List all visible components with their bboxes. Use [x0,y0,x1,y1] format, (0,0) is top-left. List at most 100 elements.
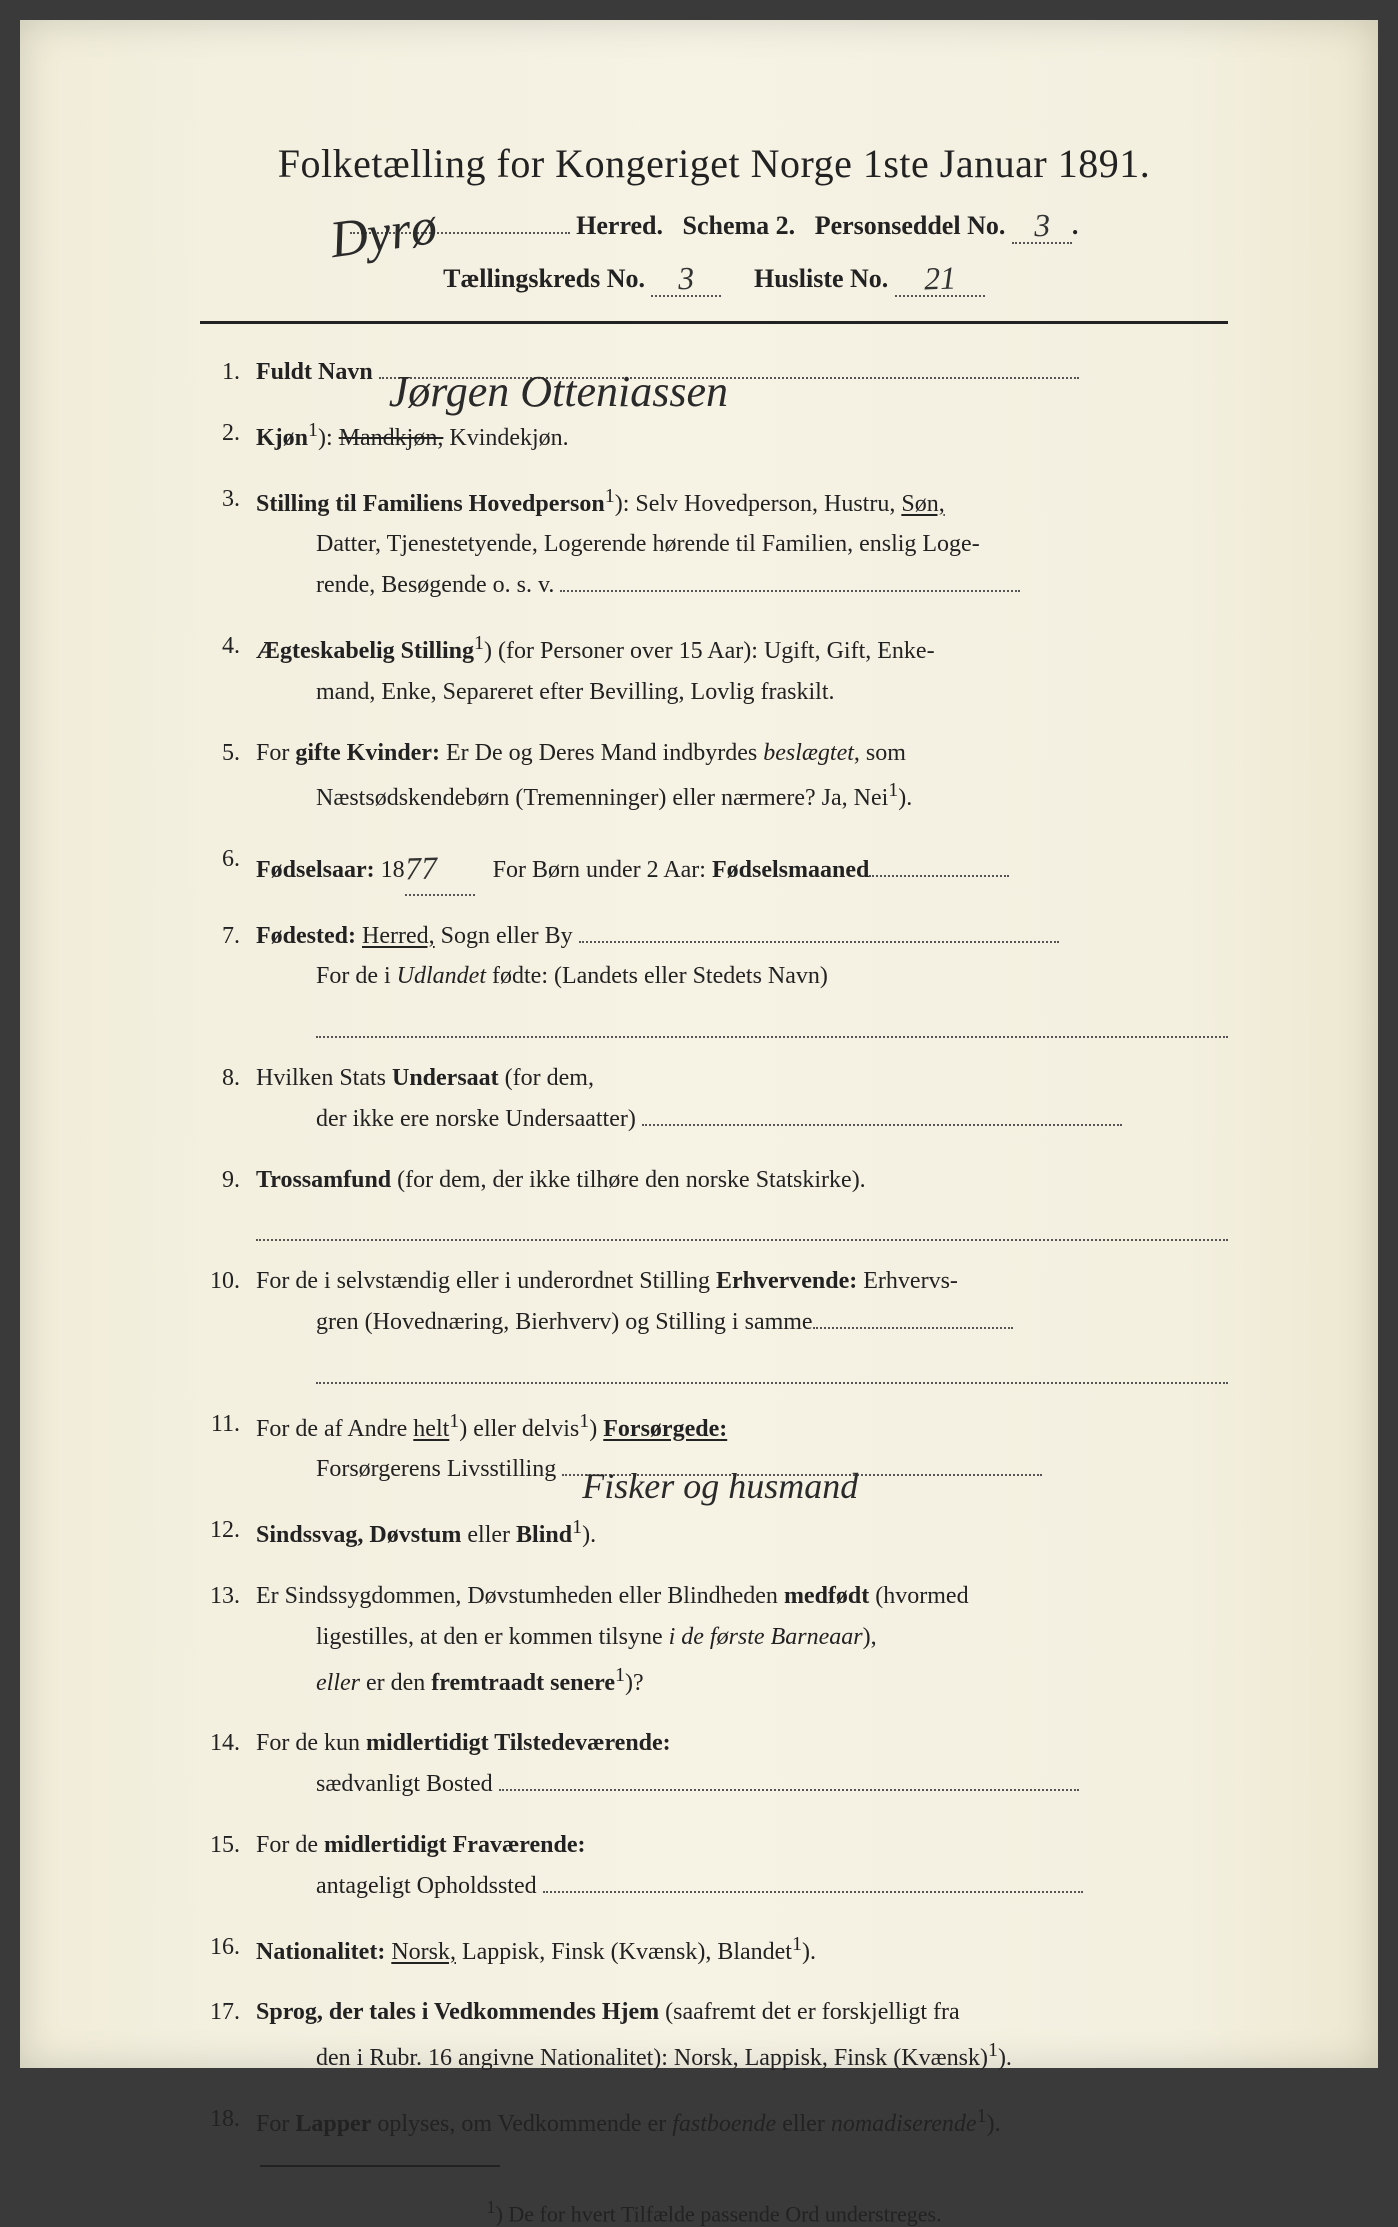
husliste-label: Husliste No. [754,264,888,293]
item4-line1: (for Personer over 15 Aar): Ugift, Gift,… [498,638,935,664]
label-stilling: Stilling til Familiens Hovedperson [256,491,605,517]
item-1: 1. Fuldt Navn Jørgen Otteniassen [200,352,1228,393]
item18-em2: nomadiserende [831,2111,977,2137]
item-6: 6. Fødselsaar: 1877 For Børn under 2 Aar… [200,839,1228,895]
item-num: 4. [200,626,256,713]
label-medfodt: medfødt [784,1583,869,1609]
item18-line1c: eller [776,2111,831,2137]
personseddel-label: Personseddel No. [815,211,1006,240]
item-num: 10. [200,1261,256,1383]
label-sindssvag: Sindssvag, Døvstum [256,1522,461,1548]
item-num: 3. [200,479,256,606]
item-8: 8. Hvilken Stats Undersaat (for dem, der… [200,1058,1228,1140]
item13-line3b: er den [360,1670,431,1696]
item-num: 14. [200,1723,256,1805]
item14-line1: For de kun [256,1730,366,1756]
item7-em: Udlandet [397,963,486,989]
item14-line2: sædvanligt Bosted [316,1771,493,1797]
item5-prefix: For [256,740,295,766]
item13-line2a: ligestilles, at den er kommen tilsyne [316,1624,669,1650]
label-forsorgede: Forsørgede: [603,1416,727,1442]
item-3: 3. Stilling til Familiens Hovedperson1):… [200,479,1228,606]
item11-line1a: For de af Andre [256,1416,413,1442]
item8-line2: der ikke ere norske Undersaatter) [316,1106,636,1132]
item3-line3: rende, Besøgende o. s. v. [316,572,554,598]
label-fodselsaar: Fødselsaar: [256,857,375,883]
item-11: 11. For de af Andre helt1) eller delvis1… [200,1404,1228,1491]
footnote-sup: 1 [486,2197,495,2217]
item18-line1a: For [256,2111,295,2137]
item-num: 16. [200,1927,256,1973]
label-fuldt-navn: Fuldt Navn [256,359,373,385]
item-num: 11. [200,1404,256,1491]
helt-underlined: helt [413,1416,449,1442]
label-trossamfund: Trossamfund [256,1167,391,1193]
census-form-page: Folketælling for Kongeriget Norge 1ste J… [20,20,1378,2068]
year-prefix: 18 [381,857,405,883]
item5-em1: beslægtet [763,740,854,766]
item-4: 4. Ægteskabelig Stilling1) (for Personer… [200,626,1228,713]
year-hw: 77 [404,841,438,896]
item13-line1b: (hvormed [869,1583,968,1609]
item18-em1: fastboende [672,2111,776,2137]
livsstilling-hw: Fisker og husmand [582,1456,858,1517]
herred-label: Herred. [576,211,663,240]
label-fremtraadt: fremtraadt senere [431,1670,615,1696]
item7-line2a: For de i [316,963,397,989]
label-fodselsmaaned: Fødselsmaaned [712,857,869,883]
item-13: 13. Er Sindssygdommen, Døvstumheden elle… [200,1576,1228,1703]
item-num: 13. [200,1576,256,1703]
item10-line2: gren (Hovednæring, Bierhverv) og Stillin… [316,1309,813,1335]
item16-rest: Lappisk, Finsk (Kvænsk), Blandet [456,1939,792,1965]
item8-line1b: (for dem, [499,1065,594,1091]
item-16: 16. Nationalitet: Norsk, Lappisk, Finsk … [200,1927,1228,1973]
divider [200,321,1228,324]
label-aegteskab: Ægteskabelig Stilling [256,638,474,664]
norsk-underlined: Norsk, [391,1939,456,1965]
item-num: 8. [200,1058,256,1140]
item15-line2: antageligt Opholdssted [316,1873,537,1899]
item17-line1: (saafremt det er forskjelligt fra [659,1999,960,2025]
item13-line1a: Er Sindssygdommen, Døvstumheden eller Bl… [256,1583,784,1609]
label-blind: Blind [516,1522,572,1548]
item-17: 17. Sprog, der tales i Vedkommendes Hjem… [200,1992,1228,2079]
item-15: 15. For de midlertidigt Fraværende: anta… [200,1825,1228,1907]
item10-line1b: Erhvervs- [857,1268,958,1294]
label-tilstedevaerende: midlertidigt Tilstedeværende: [366,1730,671,1756]
page-title: Folketælling for Kongeriget Norge 1ste J… [200,140,1228,187]
item13-line2b: ), [863,1624,877,1650]
item13-line3a: eller [316,1670,360,1696]
personseddel-no-hw: 3 [1033,207,1050,245]
item18-line1b: oplyses, om Vedkommende er [371,2111,672,2137]
item3-line1: Selv Hovedperson, Hustru, [635,491,901,517]
label-erhvervende: Erhvervende: [716,1268,857,1294]
item9-text: (for dem, der ikke tilhøre den norske St… [391,1167,866,1193]
taellingskreds-no-hw: 3 [678,260,695,298]
item5-line2: Næstsødskendebørn (Tremenninger) eller n… [316,785,888,811]
item-num: 9. [200,1160,256,1242]
item-5: 5. For gifte Kvinder: Er De og Deres Man… [200,733,1228,820]
schema-label: Schema 2. [683,211,796,240]
item3-line2: Datter, Tjenestetyende, Logerende hørend… [256,524,1228,565]
item5-line1b: , som [854,740,906,766]
taellingskreds-label: Tællingskreds No. [443,264,645,293]
item8-line1a: Hvilken Stats [256,1065,392,1091]
item-14: 14. For de kun midlertidigt Tilstedevære… [200,1723,1228,1805]
item11-line1b: eller delvis [467,1416,579,1442]
footnote-text: ) De for hvert Tilfælde passende Ord und… [496,2201,942,2226]
item-num: 18. [200,2099,256,2145]
item-num: 2. [200,413,256,459]
son-underlined: Søn, [901,491,944,517]
label-nationalitet: Nationalitet: [256,1939,385,1965]
item-7: 7. Fødested: Herred, Sogn eller By For d… [200,916,1228,1038]
item4-line2: mand, Enke, Separeret efter Bevilling, L… [256,672,1228,713]
item6-part2: For Børn under 2 Aar: [493,857,712,883]
item17-line2: den i Rubr. 16 angivne Nationalitet): No… [316,2045,988,2071]
item-18: 18. For Lapper oplyses, om Vedkommende e… [200,2099,1228,2145]
item11-line2: Forsørgerens Livsstilling [316,1456,556,1482]
item-num: 17. [200,1992,256,2079]
label-fodested: Fødested: [256,923,356,949]
item13-em: i de første Barneaar [669,1624,863,1650]
item-10: 10. For de i selvstændig eller i underor… [200,1261,1228,1383]
item-num: 7. [200,916,256,1038]
